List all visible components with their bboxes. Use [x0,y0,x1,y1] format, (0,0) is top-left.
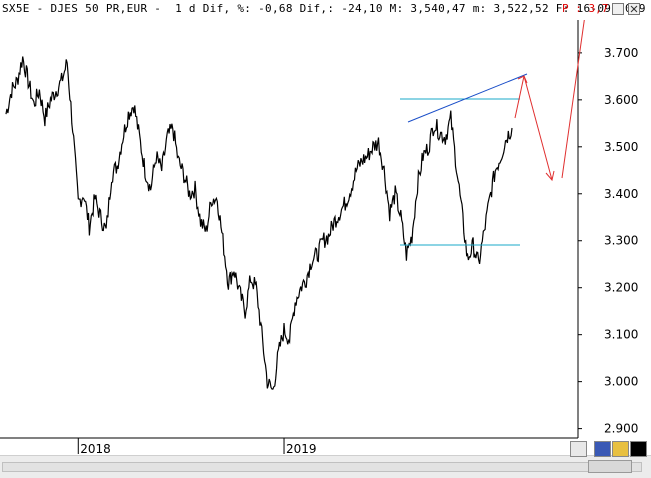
y-tick-label: 3.400 [604,187,638,201]
projection-arrow-up [561,7,587,179]
y-axis: 3.700 3.600 3.500 3.400 3.300 3.200 3.100 3.000… [578,46,638,436]
x-axis: 2018 2019 [77,438,317,456]
color-square-icon[interactable] [630,441,647,457]
save-icon[interactable] [594,441,611,457]
y-tick-label: 3.200 [604,281,638,295]
plot-area [0,20,578,438]
close-icon[interactable] [628,3,640,15]
y-tick-label: 3.100 [604,328,638,342]
series-line [5,56,513,390]
trend-line [407,73,528,123]
x-tick-label: 2018 [80,442,111,456]
y-tick-label: 3.300 [604,234,638,248]
minimize-icon[interactable] [612,3,624,15]
annotations [400,7,587,246]
scrollbar-thumb[interactable] [588,460,632,473]
chart-header: SX5E - DJES 50 PR,EUR - 1 d Dif, %: -0,6… [0,0,651,20]
y-tick-label: 3.500 [604,140,638,154]
instrument-summary: SX5E - DJES 50 PR,EUR - 1 d Dif, %: -0,6… [2,2,646,15]
scrollbar[interactable] [2,462,642,472]
arrowhead-down [545,170,555,182]
y-tick-label: 2.900 [604,422,638,436]
x-tick-label: 2019 [286,442,317,456]
price-flag: P : 3,7 [562,2,609,15]
chart-settings-icon[interactable] [570,441,587,457]
y-tick-label: 3.700 [604,46,638,60]
arrowhead-up [517,75,528,84]
lock-icon[interactable] [612,441,629,457]
y-tick-label: 3.600 [604,93,638,107]
y-tick-label: 3.000 [604,375,638,389]
